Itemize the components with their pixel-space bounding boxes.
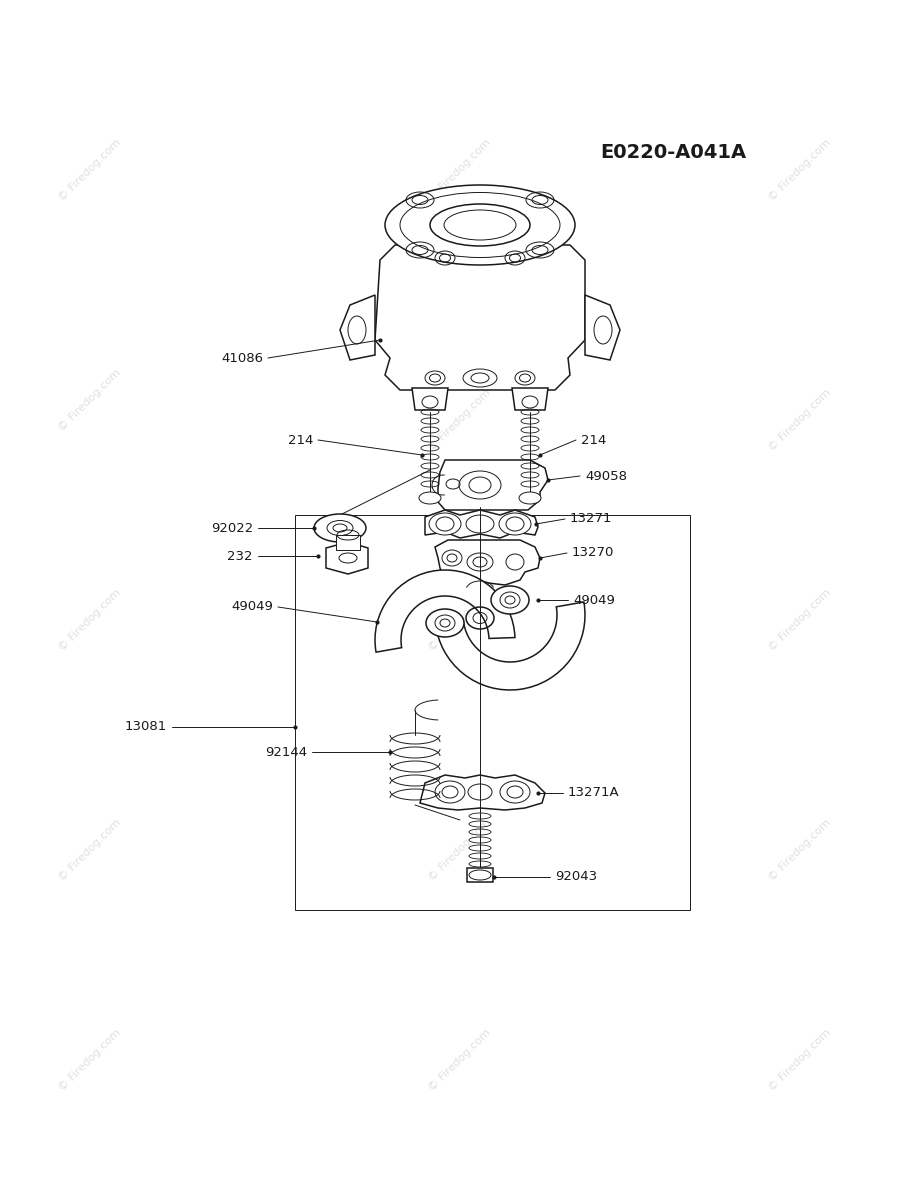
Ellipse shape bbox=[500, 781, 530, 803]
Polygon shape bbox=[435, 540, 540, 584]
Text: 13271: 13271 bbox=[570, 512, 613, 526]
Text: © Firedog.com: © Firedog.com bbox=[427, 137, 492, 203]
Polygon shape bbox=[512, 388, 548, 410]
Text: © Firedog.com: © Firedog.com bbox=[427, 1027, 492, 1093]
Text: 92022: 92022 bbox=[211, 522, 253, 534]
Text: © Firedog.com: © Firedog.com bbox=[768, 1027, 833, 1093]
Ellipse shape bbox=[314, 514, 366, 542]
Text: © Firedog.com: © Firedog.com bbox=[768, 587, 833, 653]
Ellipse shape bbox=[435, 781, 465, 803]
Text: © Firedog.com: © Firedog.com bbox=[768, 817, 833, 883]
Ellipse shape bbox=[385, 185, 575, 265]
Text: 92144: 92144 bbox=[265, 745, 307, 758]
Text: 41086: 41086 bbox=[221, 352, 263, 365]
Text: © Firedog.com: © Firedog.com bbox=[57, 1027, 123, 1093]
Text: © Firedog.com: © Firedog.com bbox=[57, 817, 123, 883]
Text: 92043: 92043 bbox=[555, 870, 597, 883]
Ellipse shape bbox=[499, 514, 531, 535]
Text: 214: 214 bbox=[581, 433, 606, 446]
Ellipse shape bbox=[491, 586, 529, 614]
Text: 49049: 49049 bbox=[573, 594, 615, 606]
Text: E0220-A041A: E0220-A041A bbox=[600, 143, 746, 162]
Ellipse shape bbox=[429, 514, 461, 535]
Text: © Firedog.com: © Firedog.com bbox=[427, 587, 492, 653]
Polygon shape bbox=[326, 542, 368, 574]
Text: © Firedog.com: © Firedog.com bbox=[427, 388, 492, 452]
Text: © Firedog.com: © Firedog.com bbox=[57, 367, 123, 433]
Wedge shape bbox=[436, 602, 585, 690]
Text: © Firedog.com: © Firedog.com bbox=[768, 137, 833, 203]
Text: © Firedog.com: © Firedog.com bbox=[57, 137, 123, 203]
Bar bbox=[295, 515, 690, 910]
Polygon shape bbox=[585, 295, 620, 360]
Text: 13081: 13081 bbox=[125, 720, 167, 733]
Polygon shape bbox=[438, 460, 548, 510]
Polygon shape bbox=[340, 295, 375, 360]
Wedge shape bbox=[375, 570, 515, 652]
Text: 232: 232 bbox=[227, 550, 253, 563]
Polygon shape bbox=[375, 245, 585, 390]
Ellipse shape bbox=[419, 492, 441, 504]
Text: © Firedog.com: © Firedog.com bbox=[57, 587, 123, 653]
Ellipse shape bbox=[519, 492, 541, 504]
Text: 49058: 49058 bbox=[585, 469, 627, 482]
Text: © Firedog.com: © Firedog.com bbox=[768, 388, 833, 452]
Text: © Firedog.com: © Firedog.com bbox=[427, 817, 492, 883]
Text: 13270: 13270 bbox=[572, 546, 614, 559]
Text: 214: 214 bbox=[288, 433, 313, 446]
Bar bbox=[467, 868, 493, 882]
Bar bbox=[336, 535, 360, 550]
Polygon shape bbox=[412, 388, 448, 410]
Polygon shape bbox=[420, 775, 545, 810]
Text: 13271A: 13271A bbox=[568, 786, 620, 799]
Text: 49049: 49049 bbox=[231, 600, 273, 613]
Polygon shape bbox=[425, 510, 538, 538]
Ellipse shape bbox=[426, 608, 464, 637]
Ellipse shape bbox=[327, 521, 353, 535]
